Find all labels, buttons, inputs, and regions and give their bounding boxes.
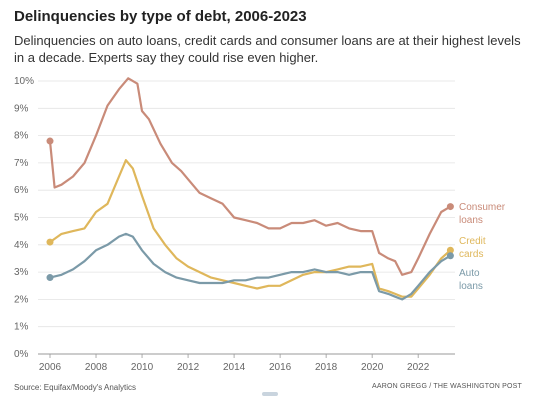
y-tick-label: 2% (14, 294, 29, 305)
x-tick-label: 2022 (407, 362, 430, 373)
credit-cards-line (49, 159, 452, 298)
y-tick-label: 6% (14, 185, 29, 196)
credit-cards-end-dot (446, 246, 454, 254)
consumer-loans-start-dot (46, 137, 54, 145)
x-tick-label: 2006 (39, 362, 62, 373)
y-tick-label: 4% (14, 240, 29, 251)
consumer-loans-end-dot (446, 203, 454, 211)
x-tick-label: 2020 (361, 362, 384, 373)
consumer-loans-end-label: loans (459, 215, 483, 226)
y-tick-label: 9% (14, 103, 29, 114)
auto-loans-end-dot (446, 252, 454, 260)
x-tick-label: 2018 (315, 362, 338, 373)
y-tick-label: 5% (14, 213, 29, 224)
x-tick-label: 2016 (269, 362, 292, 373)
y-tick-label: 3% (14, 267, 29, 278)
auto-loans-end-label: Auto (459, 268, 480, 279)
x-tick-label: 2008 (85, 362, 108, 373)
credit-cards-end-label: Credit (459, 236, 486, 247)
x-tick-label: 2010 (131, 362, 154, 373)
credit-note: AARON GREGG / THE WASHINGTON POST (372, 383, 522, 390)
y-tick-label: 1% (14, 322, 29, 333)
auto-loans-end-label: loans (459, 281, 483, 292)
y-tick-label: 7% (14, 158, 29, 169)
x-tick-label: 2012 (177, 362, 200, 373)
chart-title: Delinquencies by type of debt, 2006-2023 (14, 8, 307, 25)
consumer-loans-line (48, 77, 451, 276)
chart-subtitle: Delinquencies on auto loans, credit card… (14, 33, 521, 65)
scroll-indicator[interactable] (262, 392, 278, 396)
x-tick-label: 2014 (223, 362, 246, 373)
line-chart: 0% 1% 2% 3% 4% 5% 6% 7% 8% 9% 10% 2006 2008 2010 2012 2… (14, 76, 506, 373)
y-tick-label: 8% (14, 131, 29, 142)
auto-loans-line (49, 232, 451, 301)
y-tick-label: 10% (14, 76, 34, 87)
auto-loans-start-dot (46, 274, 54, 282)
source-note: Source: Equifax/Moody's Analytics (14, 383, 137, 392)
credit-cards-start-dot (46, 238, 54, 246)
consumer-loans-end-label: Consumer (459, 202, 506, 213)
y-tick-label: 0% (14, 349, 29, 360)
credit-cards-end-label: cards (459, 249, 483, 260)
